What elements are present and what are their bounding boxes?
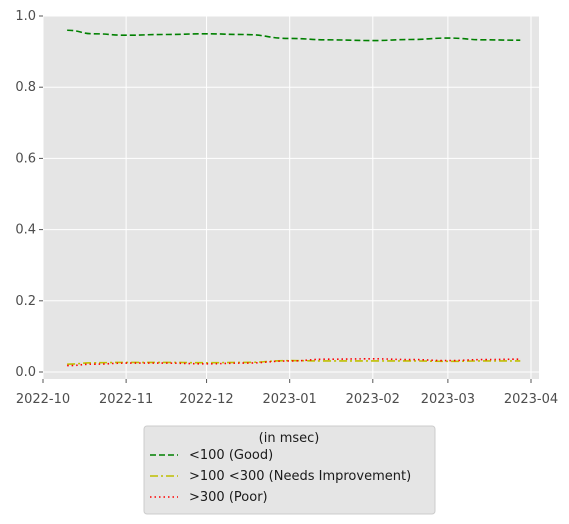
x-tick-label: 2023-03 [421,392,475,407]
x-axis: 2022-10 2022-11 2022-12 2023-01 2023-02 2023-… [16,379,558,407]
series-3 [66,358,521,367]
data-point [243,362,245,364]
legend-title: (in msec) [259,431,320,446]
data-point [447,37,449,39]
data-point [66,365,68,367]
data-point [66,29,68,31]
y-tick-label: 1.0 [15,9,36,24]
data-point [519,39,521,41]
data-point [326,39,328,41]
data-point [206,363,208,365]
plot-area [43,16,539,379]
data-point [163,362,165,364]
data-point [206,33,208,35]
y-tick-label: 0.8 [15,80,36,95]
grid-lines [42,15,539,379]
x-tick-label: 2023-01 [263,392,317,407]
series-line [67,358,521,367]
x-tick-label: 2022-11 [99,392,153,407]
legend-label: >100 <300 (Needs Improvement) [189,469,411,484]
y-tick-label: 0.4 [15,223,36,238]
data-point [485,359,487,361]
legend-entries: <100 (Good) >100 <300 (Needs Improvement)… [150,448,411,505]
data-point [372,360,374,362]
series-lines [66,29,521,367]
data-point [519,358,521,360]
data-point [409,359,411,361]
data-point [519,360,521,362]
x-tick-label: 2022-10 [16,392,70,407]
data-point [447,360,449,362]
legend-label: <100 (Good) [189,448,273,463]
series-1 [66,29,521,42]
legend-box [143,425,436,515]
y-tick-label: 0.6 [15,151,36,166]
x-tick-label: 2022-12 [179,392,233,407]
data-point [326,360,328,362]
legend-label: >300 (Poor) [189,490,268,505]
y-tick-label: 0.2 [15,294,36,309]
data-point [485,39,487,41]
data-point [125,34,127,36]
data-point [289,38,291,40]
legend: (in msec) <100 (Good) >100 <300 (Needs Im… [143,425,436,515]
data-point [93,33,95,35]
data-point [93,363,95,365]
data-point [326,358,328,360]
x-tick-label: 2023-02 [346,392,400,407]
data-point [372,40,374,42]
series-line [67,29,521,42]
y-axis: 0.0 0.2 0.4 0.6 0.8 1.0 [15,9,43,380]
data-point [163,34,165,36]
x-tick-label: 2023-04 [504,392,558,407]
data-point [243,34,245,36]
y-tick-label: 0.0 [15,365,36,380]
data-point [125,362,127,364]
data-point [372,358,374,360]
data-point [409,39,411,41]
data-point [289,360,291,362]
